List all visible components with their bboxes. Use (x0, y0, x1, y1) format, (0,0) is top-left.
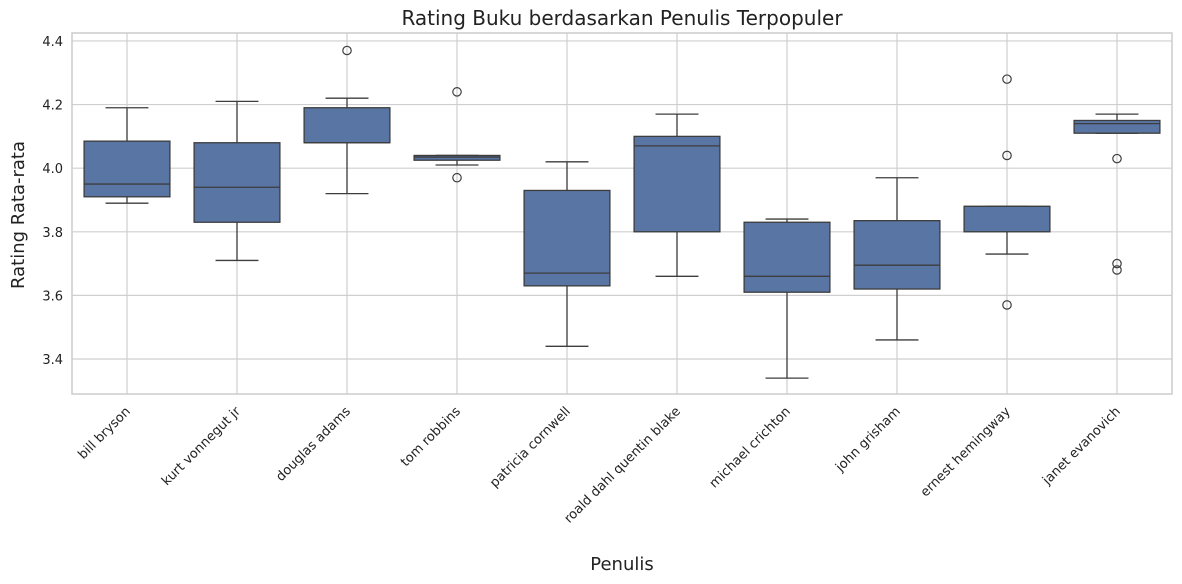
iqr-box (633, 135, 721, 233)
x-tick-label: janet evanovich (1039, 404, 1124, 489)
outlier-point (1002, 150, 1012, 161)
iqr-box (1073, 119, 1161, 134)
boxes (83, 45, 1161, 379)
iqr-box (83, 140, 171, 198)
outlier-point (1112, 258, 1122, 269)
iqr-box (303, 107, 391, 144)
y-tick-label: 3.4 (42, 353, 63, 368)
iqr-box (963, 205, 1051, 233)
box-bill-bryson (83, 107, 171, 204)
box-ernest-hemingway (963, 74, 1051, 310)
box-michael-crichton (743, 218, 831, 379)
y-tick-label: 3.8 (42, 226, 63, 241)
box-tom-robbins (413, 87, 501, 183)
iqr-box (193, 142, 281, 223)
box-kurt-vonnegut-jr (193, 100, 281, 262)
iqr-box (743, 221, 831, 293)
x-tick-label: tom robbins (398, 404, 464, 470)
x-tick-label: bill bryson (76, 404, 134, 462)
outlier-point (1112, 153, 1122, 164)
outlier-point (452, 87, 462, 97)
y-axis-label: Rating Rata-rata (8, 141, 29, 289)
x-tick-label: kurt vonnegut jr (159, 404, 244, 489)
iqr-box (523, 189, 611, 287)
box-patricia-cornwell (523, 161, 611, 347)
box-janet-evanovich (1073, 113, 1161, 275)
x-tick-labels: bill bryson kurt vonnegut jr douglas adams… (76, 404, 1124, 527)
x-tick-label: ernest hemingway (918, 404, 1014, 500)
box-john-grisham (853, 177, 941, 341)
y-tick-labels: 3.4 3.6 3.8 4.0 4.2 4.4 (42, 35, 63, 368)
iqr-box (853, 220, 941, 290)
x-tick-label: patricia cornwell (487, 404, 574, 491)
outlier-point (1002, 300, 1012, 310)
outlier-point (342, 45, 352, 56)
iqr-box (413, 154, 501, 161)
chart-title: Rating Buku berdasarkan Penulis Terpopul… (401, 6, 843, 30)
y-tick-label: 3.6 (42, 289, 63, 304)
x-tick-label: douglas adams (273, 404, 354, 485)
y-tick-label: 4.4 (42, 35, 63, 50)
y-tick-label: 4.2 (42, 99, 63, 114)
y-tick-label: 4.0 (42, 162, 63, 177)
x-tick-label: roald dahl quentin blake (562, 404, 684, 526)
x-axis-label: Penulis (590, 554, 653, 575)
outlier-point (1112, 265, 1122, 275)
outlier-point (452, 172, 462, 183)
box-douglas-adams (303, 45, 391, 195)
x-tick-label: michael crichton (707, 404, 794, 491)
box-roald-dahl-quentin-blake (633, 113, 721, 277)
plot-frame (71, 32, 1173, 395)
x-tick-label: john grisham (832, 404, 903, 475)
outlier-point (1002, 74, 1012, 84)
